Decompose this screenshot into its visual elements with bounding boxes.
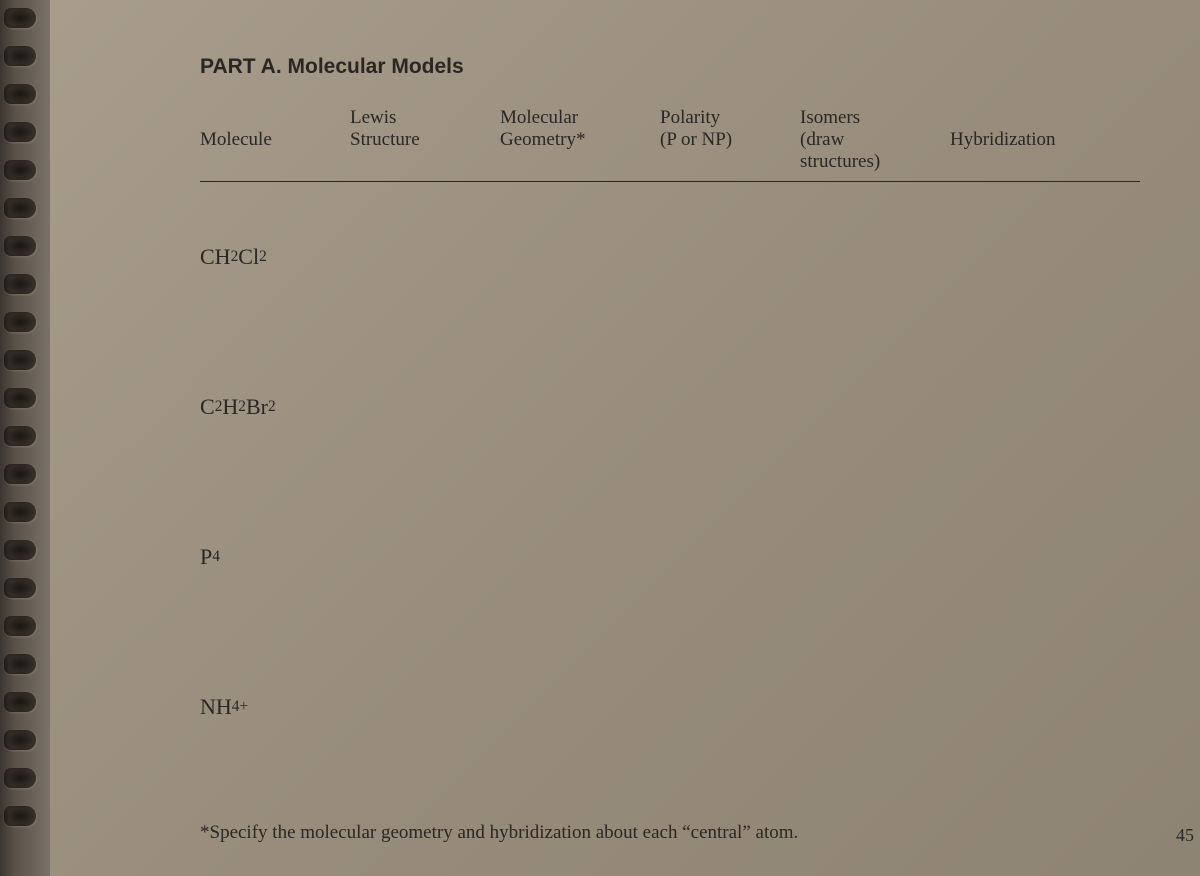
molecule-formula: CH2Cl2 [200, 244, 350, 270]
header-polarity: Polarity (P or NP) [660, 107, 800, 173]
molecule-formula: NH4+ [200, 694, 350, 720]
table-row: CH2Cl2 [200, 182, 1140, 332]
table-header-row: Molecule Lewis Structure Molecular Geome… [200, 103, 1140, 182]
spiral-hole [4, 350, 36, 370]
header-geometry-l2: Geometry* [500, 129, 650, 151]
table-body: CH2Cl2 C2H2Br2 P4 NH4+ [200, 182, 1140, 782]
spiral-binding [0, 0, 50, 876]
spiral-hole [4, 616, 36, 636]
spiral-hole [4, 236, 36, 256]
spiral-hole [4, 160, 36, 180]
spiral-hole [4, 578, 36, 598]
spiral-hole [4, 84, 36, 104]
header-isomers-l3: structures) [800, 151, 940, 173]
spiral-hole [4, 502, 36, 522]
spiral-hole [4, 692, 36, 712]
header-hybrid-label: Hybridization [950, 129, 1056, 151]
spiral-hole [4, 388, 36, 408]
header-polarity-l2: (P or NP) [660, 129, 790, 151]
spiral-hole [4, 312, 36, 332]
header-geometry: Molecular Geometry* [500, 107, 660, 173]
spiral-hole [4, 768, 36, 788]
spiral-hole [4, 122, 36, 142]
spiral-hole [4, 46, 36, 66]
header-hybrid: Hybridization [950, 107, 1140, 173]
spiral-hole [4, 8, 36, 28]
header-molecule-label: Molecule [200, 129, 272, 151]
footnote: *Specify the molecular geometry and hybr… [200, 822, 1140, 844]
header-lewis-l1: Lewis [350, 107, 490, 129]
table-row: NH4+ [200, 632, 1140, 782]
header-polarity-l1: Polarity [660, 107, 790, 129]
spiral-hole [4, 274, 36, 294]
part-title: PART A. Molecular Models [200, 55, 1140, 79]
spiral-hole [4, 198, 36, 218]
spiral-hole [4, 654, 36, 674]
table-row: P4 [200, 482, 1140, 632]
spiral-hole [4, 730, 36, 750]
spiral-hole [4, 806, 36, 826]
spiral-hole [4, 426, 36, 446]
header-lewis: Lewis Structure [350, 107, 500, 173]
spiral-hole [4, 464, 36, 484]
molecule-formula: C2H2Br2 [200, 394, 350, 420]
header-isomers-l2: (draw [800, 129, 940, 151]
header-isomers: Isomers (draw structures) [800, 107, 950, 173]
header-isomers-l1: Isomers [800, 107, 940, 129]
header-lewis-l2: Structure [350, 129, 490, 151]
header-geometry-l1: Molecular [500, 107, 650, 129]
molecule-formula: P4 [200, 544, 350, 570]
spiral-hole [4, 540, 36, 560]
page-number: 45 [1176, 825, 1194, 846]
worksheet-page: PART A. Molecular Models Molecule Lewis … [50, 0, 1200, 876]
header-molecule: Molecule [200, 107, 350, 173]
table-row: C2H2Br2 [200, 332, 1140, 482]
